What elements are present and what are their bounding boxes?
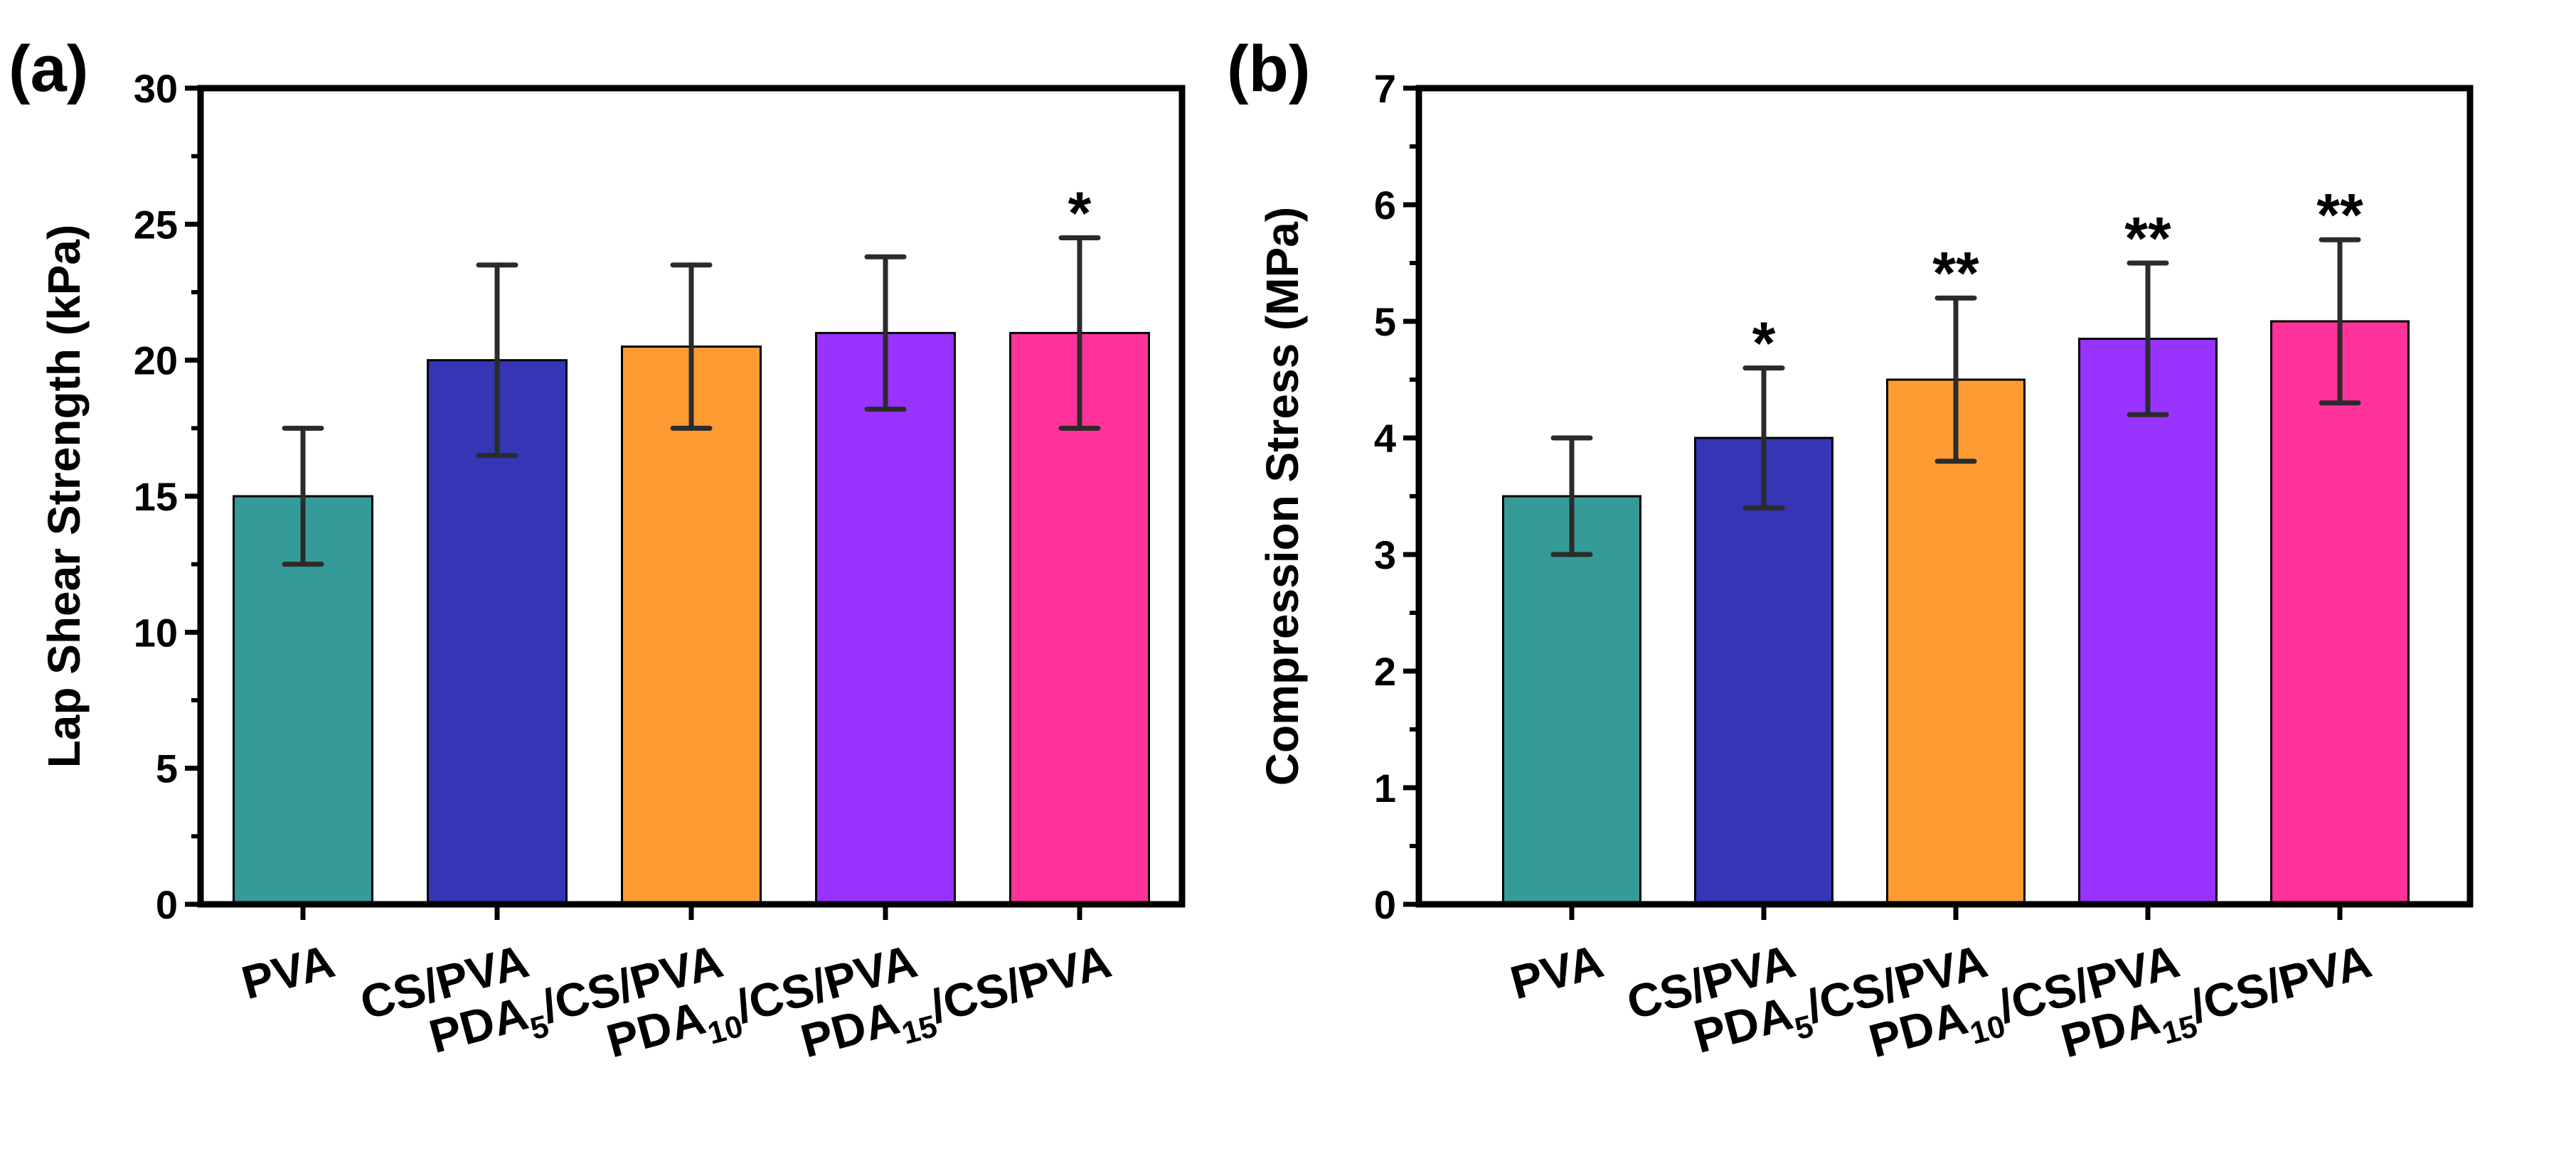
y-tick-label-0-4: 20 <box>134 338 178 383</box>
y-tick-label-1-1: 1 <box>1374 766 1396 810</box>
significance-1-4: ** <box>2316 181 2363 248</box>
y-tick-label-0-3: 15 <box>134 474 178 519</box>
bar-1-3 <box>2080 339 2217 904</box>
panel-label-0: (a) <box>9 33 88 105</box>
significance-1-2: ** <box>1932 240 1979 306</box>
y-tick-label-1-4: 4 <box>1374 416 1396 461</box>
significance-1-3: ** <box>2124 205 2171 272</box>
y-tick-label-0-5: 25 <box>134 202 178 247</box>
y-axis-label-0: Lap Shear Strength (kPa) <box>38 225 90 769</box>
bar-1-4 <box>2272 321 2409 904</box>
y-tick-label-1-3: 3 <box>1374 532 1396 577</box>
bar-0-3 <box>816 333 955 904</box>
y-axis-label-1: Compression Stress (MPa) <box>1257 207 1308 786</box>
y-tick-label-0-0: 0 <box>156 882 178 927</box>
significance-0-4: * <box>1068 179 1092 246</box>
y-tick-label-1-7: 7 <box>1374 66 1396 111</box>
y-tick-label-1-6: 6 <box>1374 183 1396 227</box>
y-tick-label-0-1: 5 <box>156 746 178 791</box>
x-category-label-1-0: PVA <box>1505 934 1609 1009</box>
bar-1-0 <box>1503 496 1641 904</box>
y-tick-label-0-6: 30 <box>134 66 178 111</box>
y-tick-label-1-0: 0 <box>1374 882 1396 927</box>
x-category-label-0-0: PVA <box>236 934 340 1009</box>
panel-label-1: (b) <box>1227 33 1310 105</box>
y-tick-label-1-5: 5 <box>1374 299 1396 344</box>
significance-1-1: * <box>1752 310 1776 377</box>
y-tick-label-1-2: 2 <box>1374 649 1396 694</box>
y-tick-label-0-2: 10 <box>134 610 178 655</box>
